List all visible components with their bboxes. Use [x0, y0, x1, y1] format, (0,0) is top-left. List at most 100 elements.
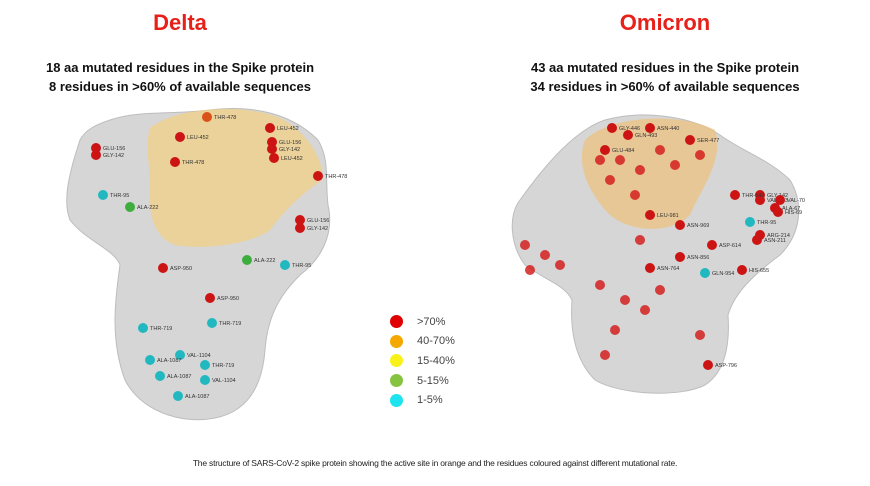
- residue-label: THR-547: [742, 193, 764, 199]
- legend-item: 40-70%: [390, 332, 455, 352]
- residue-marker: [525, 265, 535, 275]
- residue-label: SER-477: [697, 138, 719, 144]
- residue-marker: [623, 130, 633, 140]
- residue-marker: [295, 215, 305, 225]
- residue-marker: [98, 190, 108, 200]
- residue-marker: [175, 132, 185, 142]
- legend-label: 1-5%: [417, 394, 443, 407]
- legend-swatch: [390, 393, 403, 407]
- residue-label: THR-95: [757, 220, 776, 226]
- residue-label: GLN-493: [635, 133, 657, 139]
- residue-marker: [173, 391, 183, 401]
- residue-label: ASN-440: [657, 126, 679, 132]
- residue-label: GLU-484: [612, 148, 634, 154]
- residue-marker: [695, 150, 705, 160]
- residue-marker: [620, 295, 630, 305]
- residue-label: ASN-764: [657, 266, 679, 272]
- residue-label: HIS-69: [785, 210, 802, 216]
- residue-marker: [202, 112, 212, 122]
- omicron-subtitle-line2: 34 residues in >60% of available sequenc…: [530, 79, 800, 94]
- residue-marker: [755, 195, 765, 205]
- residue-label: ASP-950: [217, 296, 239, 302]
- residue-label: GLU-156: [307, 218, 329, 224]
- residue-label: ALA-1087: [157, 358, 181, 364]
- legend-swatch: [390, 354, 403, 368]
- residue-label: LEU-452: [277, 126, 299, 132]
- residue-label: THR-719: [150, 326, 172, 332]
- residue-label: THR-478: [214, 115, 236, 121]
- omicron-active-site: [581, 118, 718, 229]
- legend-label: >70%: [417, 315, 446, 328]
- residue-marker: [200, 360, 210, 370]
- residue-label: ASN-856: [687, 255, 709, 261]
- residue-label: ALA-1087: [167, 374, 191, 380]
- residue-marker: [635, 165, 645, 175]
- legend-item: 1-5%: [390, 390, 455, 410]
- residue-marker: [91, 143, 101, 153]
- residue-marker: [730, 190, 740, 200]
- residue-label: THR-95: [292, 263, 311, 269]
- residue-label: ALA-222: [137, 205, 158, 211]
- residue-marker: [267, 144, 277, 154]
- legend-swatch: [390, 374, 403, 388]
- legend-label: 5-15%: [417, 374, 449, 387]
- omicron-structure: GLY-446GLN-493ASN-440GLU-484SER-477GLY-1…: [511, 114, 805, 394]
- residue-label: HIS-655: [749, 268, 769, 274]
- omicron-title: Omicron: [619, 10, 711, 35]
- residue-marker: [267, 137, 277, 147]
- residue-label: GLY-142: [103, 153, 124, 159]
- residue-marker: [655, 145, 665, 155]
- residue-label: ARG-214: [767, 233, 790, 239]
- residue-label: LEU-981: [657, 213, 679, 219]
- legend-label: 40-70%: [417, 335, 455, 348]
- legend-swatch: [390, 334, 403, 348]
- residue-label: GLN-954: [712, 271, 734, 277]
- delta-subtitle: 18 aa mutated residues in the Spike prot…: [0, 58, 370, 96]
- residue-label: THR-478: [182, 160, 204, 166]
- residue-marker: [91, 150, 101, 160]
- residue-marker: [645, 210, 655, 220]
- residue-label: VAL-1104: [212, 378, 236, 384]
- legend-item: 5-15%: [390, 371, 455, 391]
- residue-marker: [138, 323, 148, 333]
- legend-swatch: [390, 315, 403, 329]
- residue-label: GLU-156: [279, 140, 301, 146]
- residue-marker: [645, 263, 655, 273]
- residue-label: VAL-1104: [187, 353, 211, 359]
- residue-label: ASP-796: [715, 363, 737, 369]
- residue-label: ASP-950: [170, 266, 192, 272]
- residue-marker: [773, 207, 783, 217]
- residue-marker: [265, 123, 275, 133]
- delta-subtitle-line1: 18 aa mutated residues in the Spike prot…: [45, 60, 315, 75]
- residue-marker: [607, 123, 617, 133]
- residue-marker: [207, 318, 217, 328]
- residue-marker: [313, 171, 323, 181]
- residue-marker: [145, 355, 155, 365]
- residue-label: GLY-142: [307, 226, 328, 232]
- residue-marker: [640, 305, 650, 315]
- delta-structure: GLU-156GLY-142THR-478LEU-452LEU-452GLU-1…: [66, 108, 347, 421]
- residue-marker: [745, 217, 755, 227]
- residue-label: GLY-446: [619, 126, 640, 132]
- residue-label: ASN-211: [764, 238, 786, 244]
- residue-marker: [520, 240, 530, 250]
- residue-marker: [737, 265, 747, 275]
- residue-marker: [703, 360, 713, 370]
- residue-label: ALA-222: [254, 258, 275, 264]
- residue-label: ASP-614: [719, 243, 741, 249]
- residue-marker: [752, 235, 762, 245]
- residue-marker: [158, 263, 168, 273]
- residue-marker: [630, 190, 640, 200]
- omicron-subtitle: 43 aa mutated residues in the Spike prot…: [475, 58, 855, 96]
- residue-marker: [675, 252, 685, 262]
- residue-label: THR-719: [219, 321, 241, 327]
- residue-label: GLY-142: [279, 147, 300, 153]
- residue-marker: [707, 240, 717, 250]
- residue-label: THR-719: [212, 363, 234, 369]
- residue-marker: [555, 260, 565, 270]
- residue-marker: [595, 280, 605, 290]
- residue-marker: [610, 325, 620, 335]
- residue-label: GLU-156: [103, 146, 125, 152]
- residue-marker: [700, 268, 710, 278]
